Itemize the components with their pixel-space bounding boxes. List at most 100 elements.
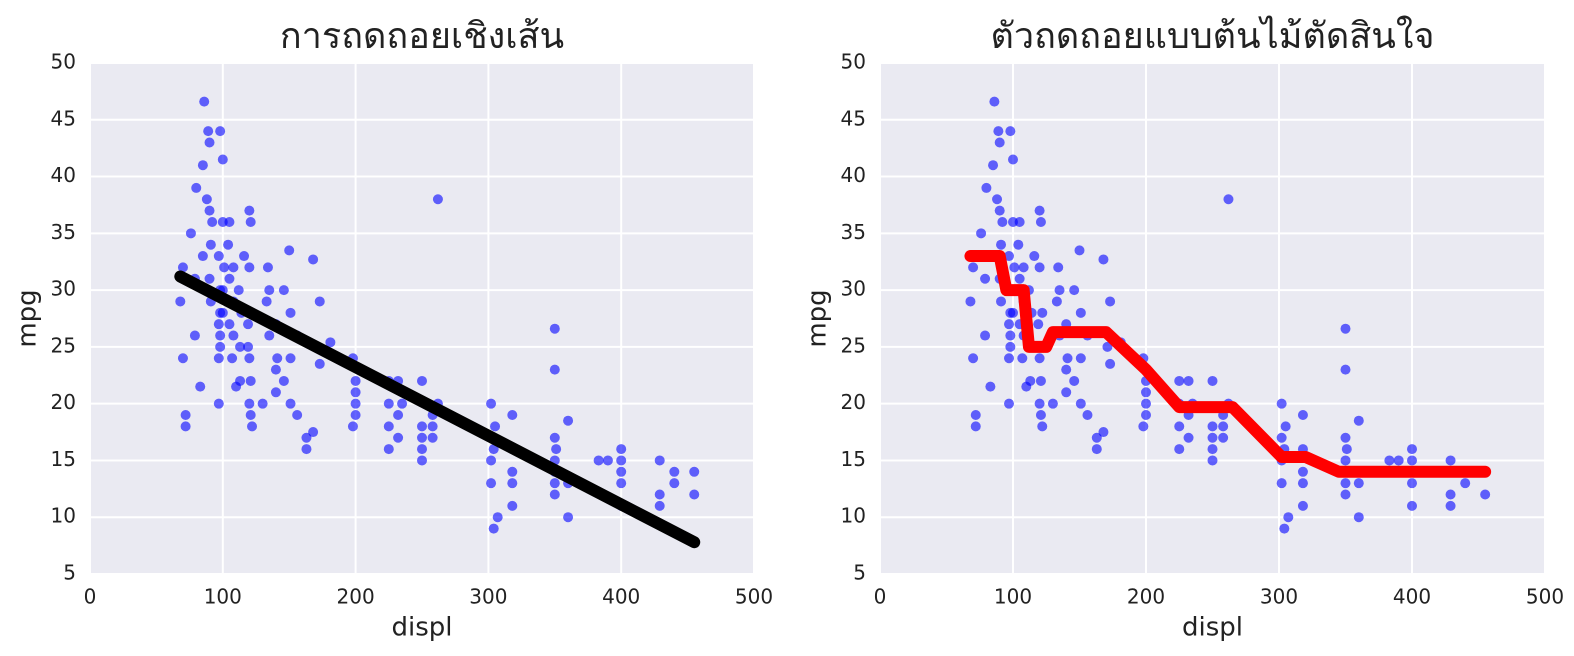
y-tick-label: 35 (51, 220, 76, 244)
scatter-point (1017, 353, 1028, 364)
scatter-point (213, 398, 224, 409)
scatter-point (1018, 262, 1029, 273)
scatter-point (602, 455, 613, 466)
scatter-point (215, 341, 226, 352)
scatter-point (245, 410, 256, 421)
y-tick-label: 30 (51, 277, 76, 301)
scatter-point (1061, 387, 1072, 398)
fit-line (174, 270, 701, 549)
scatter-point (270, 387, 281, 398)
scatter-point (350, 375, 361, 386)
scatter-point (1340, 489, 1351, 500)
scatter-point (1035, 410, 1046, 421)
scatter-point (228, 330, 239, 341)
scatter-point (1207, 444, 1218, 455)
scatter-point (217, 307, 228, 318)
scatter-point (1393, 455, 1404, 466)
scatter-point (1207, 375, 1218, 386)
scatter-point (1174, 375, 1185, 386)
scatter-point (985, 381, 996, 392)
scatter-point (217, 154, 228, 165)
scatter-point (593, 455, 604, 466)
scatter-point (981, 182, 992, 193)
scatter-point (1340, 432, 1351, 443)
scatter-point (308, 254, 319, 265)
scatter-point (1037, 421, 1048, 432)
scatter-point (486, 455, 497, 466)
scatter-point (1407, 455, 1417, 466)
scatter-point (285, 307, 296, 318)
plot-area (880, 63, 1545, 574)
scatter-point (1353, 415, 1364, 426)
x-tick-label: 500 (1526, 585, 1564, 609)
scatter-point (383, 398, 394, 409)
scatter-point (301, 444, 312, 455)
scatter-point (1061, 364, 1072, 375)
scatter-point (965, 296, 976, 307)
scatter-point (996, 296, 1007, 307)
y-tick-label: 45 (51, 106, 76, 130)
scatter-point (1105, 296, 1116, 307)
y-tick-label: 20 (841, 390, 866, 414)
scatter-point (205, 239, 216, 250)
x-tick-label: 0 (874, 585, 887, 609)
scatter-point (1353, 512, 1364, 523)
scatter-point (215, 126, 226, 137)
scatter-point (239, 251, 250, 262)
y-axis-label: mpg (803, 289, 833, 347)
x-axis-label: displ (391, 613, 452, 643)
scatter-point (669, 478, 680, 489)
scatter-point (1014, 216, 1025, 227)
scatter-point (1218, 432, 1229, 443)
scatter-point (245, 216, 256, 227)
scatter-point (175, 296, 186, 307)
scatter-point (968, 353, 979, 364)
scatter-point (204, 137, 215, 148)
scatter-point (191, 182, 202, 193)
scatter-point (197, 251, 208, 262)
scatter-point (549, 489, 560, 500)
scatter-point (1075, 353, 1086, 364)
scatter-point (1218, 421, 1229, 432)
scatter-point (1280, 421, 1291, 432)
scatter-point (1223, 194, 1234, 205)
y-tick-label: 10 (51, 504, 76, 528)
scatter-point (235, 375, 246, 386)
scatter-point (994, 137, 1005, 148)
x-tick-label: 300 (1260, 585, 1298, 609)
scatter-point (427, 421, 438, 432)
y-tick-label: 50 (51, 50, 76, 74)
scatter-point (1004, 353, 1015, 364)
scatter-point (563, 415, 574, 426)
scatter-point (350, 398, 361, 409)
scatter-point (1460, 478, 1471, 489)
scatter-point (417, 375, 427, 386)
scatter-point (224, 319, 235, 330)
x-tick-label: 200 (1127, 585, 1165, 609)
scatter-point (228, 262, 239, 273)
scatter-point (980, 273, 991, 284)
scatter-point (980, 330, 991, 341)
scatter-point (224, 273, 235, 284)
scatter-point (233, 285, 244, 296)
scatter-point (689, 489, 700, 500)
scatter-point (213, 319, 224, 330)
scatter-point (393, 432, 404, 443)
scatter-point (507, 500, 518, 511)
scatter-point (195, 381, 206, 392)
scatter-point (654, 500, 665, 511)
scatter-point (507, 466, 518, 477)
scatter-point (1008, 154, 1018, 165)
scatter-point (177, 262, 188, 273)
scatter-point (245, 375, 256, 386)
scatter-point (204, 273, 215, 284)
scatter-point (1008, 307, 1018, 318)
scatter-point (970, 421, 981, 432)
scatter-point (247, 421, 258, 432)
scatter-point (1034, 262, 1045, 273)
scatter-point (490, 421, 501, 432)
scatter-point (1174, 421, 1185, 432)
scatter-point (219, 262, 230, 273)
scatter-point (207, 216, 218, 227)
scatter-point (1297, 478, 1308, 489)
